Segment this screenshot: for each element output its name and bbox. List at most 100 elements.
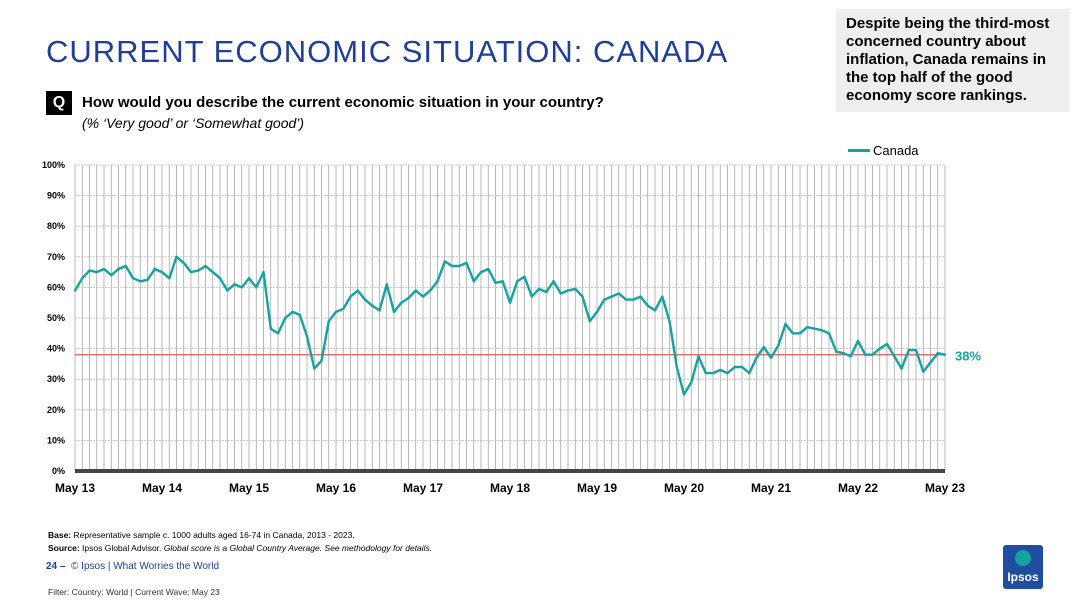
data-point <box>124 264 127 268</box>
data-point <box>878 347 881 350</box>
data-point <box>624 298 628 301</box>
data-point <box>595 310 599 314</box>
data-point <box>566 289 570 292</box>
data-point <box>893 355 896 358</box>
footer-source: Source: Ipsos Global Advisor. Global sco… <box>48 543 432 553</box>
x-tick-label: May 23 <box>925 481 965 495</box>
data-point <box>153 267 156 271</box>
data-point <box>675 365 678 369</box>
data-point <box>255 286 258 289</box>
footer-base: Base: Representative sample c. 1000 adul… <box>48 530 355 540</box>
data-point <box>385 283 388 286</box>
data-point <box>247 277 251 280</box>
data-point <box>661 295 664 298</box>
brand-text: © Ipsos | What Worries the World <box>71 561 220 572</box>
data-point <box>269 327 272 330</box>
data-point <box>327 319 330 323</box>
data-point <box>726 371 729 375</box>
data-point <box>182 261 185 265</box>
base-text: Representative sample c. 1000 adults age… <box>73 530 355 540</box>
data-point <box>487 267 490 271</box>
data-point <box>603 298 606 301</box>
data-point <box>146 278 149 281</box>
data-point <box>88 269 91 272</box>
y-tick-label: 70% <box>47 252 65 262</box>
data-point <box>791 332 794 335</box>
data-point <box>668 319 671 323</box>
data-point <box>73 289 77 292</box>
data-point <box>218 277 222 280</box>
data-point <box>653 309 657 312</box>
data-point <box>929 361 932 364</box>
x-tick-label: May 17 <box>403 481 443 495</box>
data-point <box>530 295 533 298</box>
x-tick-label: May 20 <box>664 481 704 495</box>
data-point <box>472 280 475 283</box>
data-point <box>806 325 809 329</box>
data-point <box>762 345 765 349</box>
data-point <box>574 287 577 291</box>
page-separator: – <box>59 561 66 572</box>
data-point <box>392 310 396 314</box>
data-point <box>755 356 758 359</box>
page-number: 24 <box>46 561 58 572</box>
data-point <box>784 322 787 326</box>
data-point <box>479 270 483 274</box>
data-point <box>813 327 816 330</box>
data-point <box>617 292 620 295</box>
data-point <box>697 355 700 358</box>
source-label: Source: <box>48 543 80 553</box>
source-note: Global score is a Global Country Average… <box>163 543 433 553</box>
data-point <box>922 370 925 373</box>
x-tick-label: May 18 <box>490 481 530 495</box>
y-tick-label: 80% <box>47 221 65 231</box>
data-point <box>704 371 707 375</box>
legend-line-icon <box>848 149 870 152</box>
y-tick-label: 20% <box>47 405 65 415</box>
question-subtext: (% ‘Very good’ or ‘Somewhat good’) <box>82 115 305 131</box>
data-point <box>291 310 294 314</box>
data-point <box>871 353 874 356</box>
question-badge: Q <box>46 91 72 115</box>
data-point <box>305 335 309 338</box>
data-point <box>907 348 910 352</box>
base-label: Base: <box>48 530 72 540</box>
data-point <box>523 275 526 278</box>
ipsos-logo: Ipsos <box>1003 545 1043 589</box>
data-point <box>378 309 381 312</box>
y-tick-label: 50% <box>47 313 65 323</box>
x-tick-label: May 22 <box>838 481 878 495</box>
last-value-label: 38% <box>955 349 981 364</box>
data-point <box>646 304 649 307</box>
page-footer: 24 – © Ipsos | What Worries the World <box>46 561 219 572</box>
data-point <box>733 365 736 369</box>
data-point <box>226 289 229 292</box>
y-tick-label: 100% <box>42 160 65 170</box>
data-point <box>914 348 918 352</box>
data-point <box>842 351 845 355</box>
data-point <box>436 280 439 283</box>
data-point <box>820 329 823 332</box>
source-text: Ipsos Global Advisor. <box>82 543 162 553</box>
data-point <box>102 267 106 271</box>
data-point <box>168 277 171 280</box>
data-point <box>110 273 113 277</box>
data-point <box>371 304 374 307</box>
data-point <box>349 295 352 298</box>
page-title: CURRENT ECONOMIC SITUATION: CANADA <box>46 34 729 69</box>
data-point <box>798 332 802 335</box>
data-point <box>769 356 773 359</box>
data-point <box>748 371 751 375</box>
x-tick-label: May 13 <box>55 481 95 495</box>
data-point <box>81 277 84 280</box>
y-tick-label: 10% <box>47 435 65 445</box>
data-point <box>276 332 280 335</box>
data-point <box>443 260 446 263</box>
data-point <box>690 381 693 384</box>
data-point <box>407 296 410 300</box>
data-point <box>117 267 120 271</box>
data-point <box>885 342 889 346</box>
x-tick-label: May 14 <box>142 481 182 495</box>
data-point <box>849 355 852 358</box>
x-tick-label: May 19 <box>577 481 617 495</box>
